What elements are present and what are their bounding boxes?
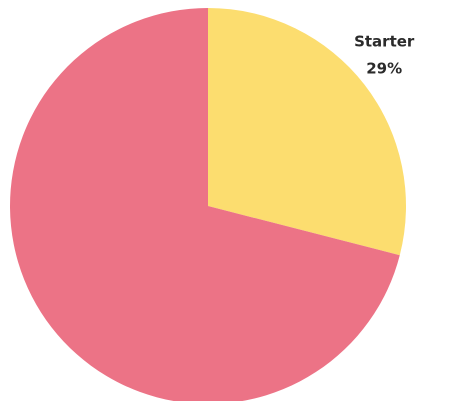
pie-slice-starter	[208, 8, 407, 256]
slice-label-value: 29%	[366, 59, 402, 77]
pie-slice-slice-1	[10, 8, 400, 401]
slice-label-name: Starter	[354, 32, 415, 50]
pie-labels: Starter 29%	[354, 32, 415, 77]
pie-slices	[10, 8, 407, 401]
